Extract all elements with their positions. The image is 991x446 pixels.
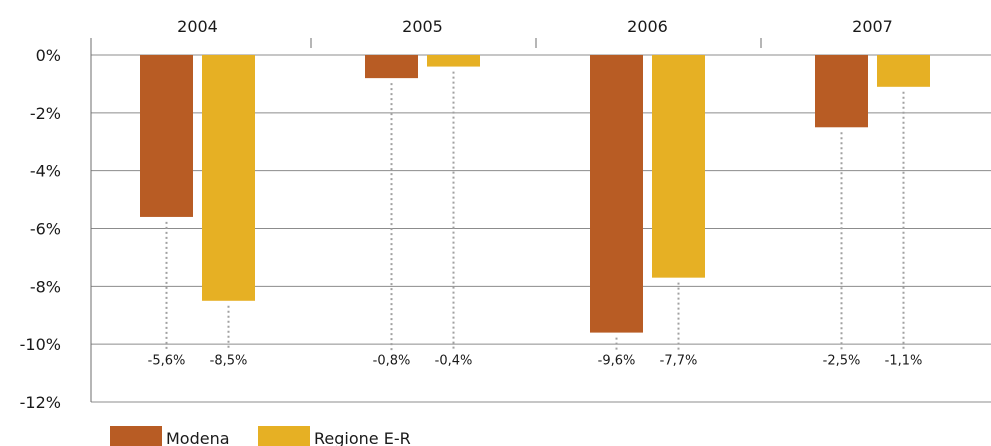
data-label: -2,5% <box>823 353 861 368</box>
legend-label: Modena <box>166 429 230 446</box>
bar-modena <box>590 55 643 333</box>
data-label: -8,5% <box>210 353 248 368</box>
data-labels: -5,6% -8,5% -0,8% -0,4% -9,6% -7,7% -2,5% -1,1% <box>148 353 923 368</box>
bar-modena <box>815 55 868 128</box>
data-label: -1,1% <box>885 353 923 368</box>
data-label: -9,6% <box>598 353 636 368</box>
bar-modena <box>140 55 193 217</box>
legend: Modena Regione E-R <box>110 426 411 446</box>
category-label: 2007 <box>852 17 893 36</box>
bar-regione <box>652 55 705 278</box>
legend-swatch <box>110 426 162 446</box>
category-label: 2006 <box>627 17 668 36</box>
bar-regione <box>202 55 255 301</box>
bars <box>140 55 930 333</box>
legend-swatch <box>258 426 310 446</box>
y-tick-label: -2% <box>30 104 61 123</box>
y-tick-label: -4% <box>30 162 61 181</box>
y-tick-label: -6% <box>30 220 61 239</box>
bar-modena <box>365 55 418 79</box>
y-tick-label: 0% <box>36 46 61 65</box>
legend-label: Regione E-R <box>314 429 411 446</box>
data-label: -7,7% <box>660 353 698 368</box>
y-tick-label: -8% <box>30 277 61 296</box>
data-label: -5,6% <box>148 353 186 368</box>
leader-lines <box>165 71 905 351</box>
y-tick-label: -12% <box>20 393 61 412</box>
data-label: -0,4% <box>435 353 473 368</box>
category-label: 2004 <box>177 17 218 36</box>
y-tick-label: -10% <box>20 335 61 354</box>
axes: 0% -2% -4% -6% -8% -10% -12% 2004 2005 2006 2007 <box>20 17 893 412</box>
category-label: 2005 <box>402 17 443 36</box>
data-label: -0,8% <box>373 353 411 368</box>
bar-regione <box>877 55 930 87</box>
bar-regione <box>427 55 480 67</box>
